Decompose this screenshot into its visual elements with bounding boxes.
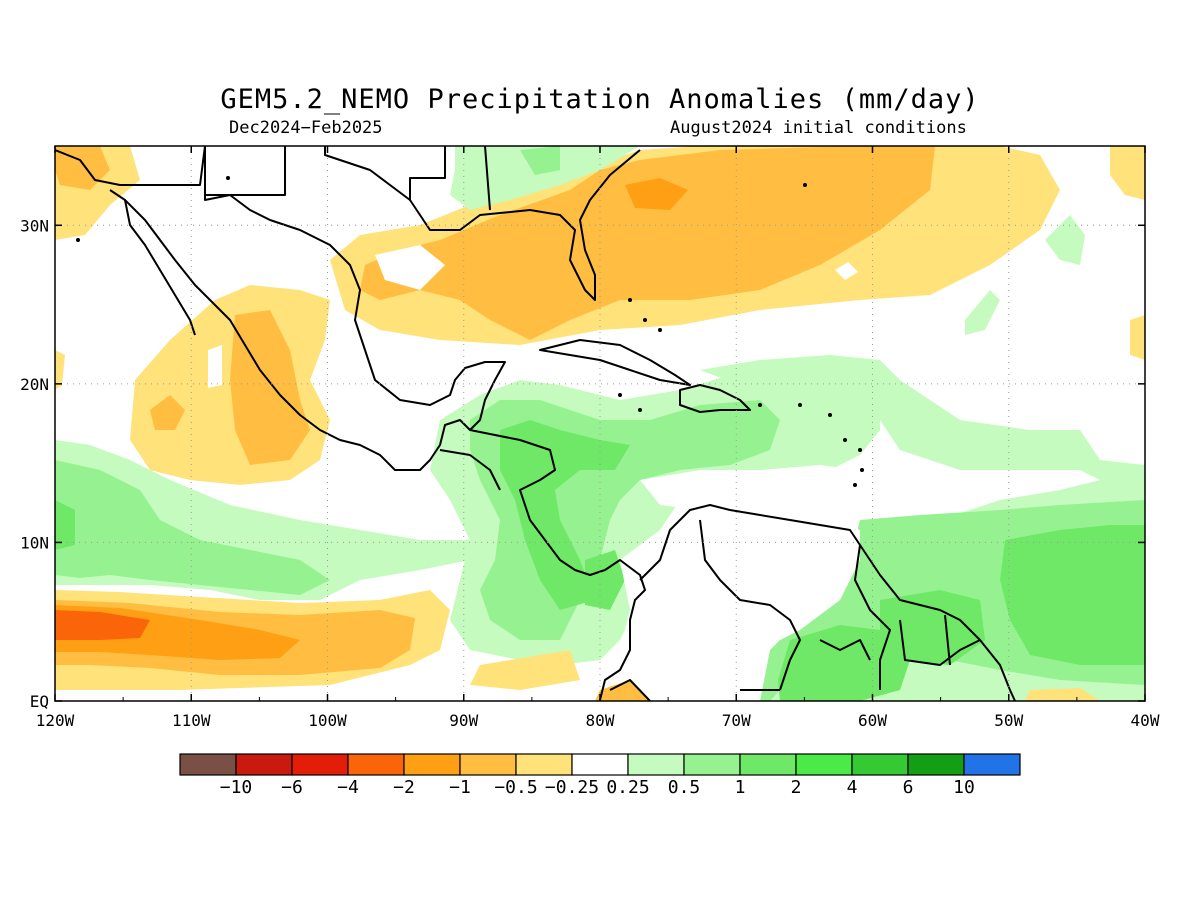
anomaly-region	[208, 345, 222, 388]
x-tick-label: 90W	[449, 711, 478, 730]
x-tick-label: 80W	[586, 711, 615, 730]
anomaly-region	[620, 520, 860, 701]
y-tick-label: EQ	[30, 692, 49, 711]
x-tick-label: 110W	[172, 711, 211, 730]
colorbar-label: −2	[393, 777, 415, 798]
anomaly-region	[880, 590, 985, 665]
anomaly-region	[1130, 315, 1145, 360]
anomaly-region	[778, 625, 910, 701]
colorbar-label: −0.5	[494, 777, 537, 798]
forecast-period: Dec2024−Feb2025	[229, 118, 383, 138]
x-tick-label: 40W	[1131, 711, 1160, 730]
colorbar-label: −6	[281, 777, 303, 798]
anomaly-region	[450, 146, 640, 210]
anomaly-region	[1045, 215, 1085, 265]
colorbar: −10 −6 −4 −2 −1 −0.5 −0.25 0.25 0.5 1 2 4 6 10	[179, 753, 1021, 798]
colorbar-swatch	[963, 753, 1021, 776]
x-tick-label: 50W	[994, 711, 1023, 730]
initial-conditions: August2024 initial conditions	[670, 118, 967, 138]
anomaly-region	[585, 550, 625, 610]
colorbar-swatch	[683, 753, 741, 776]
map-title: GEM5.2_NEMO Precipitation Anomalies (mm/…	[220, 84, 980, 115]
colorbar-swatch	[571, 753, 629, 776]
colorbar-swatch	[627, 753, 685, 776]
anomaly-region	[55, 500, 75, 550]
colorbar-label: 0.5	[668, 777, 701, 798]
anomaly-region	[640, 465, 880, 520]
colorbar-swatch	[403, 753, 461, 776]
y-tick-label: 20N	[20, 375, 49, 394]
colorbar-swatch	[291, 753, 349, 776]
x-tick-label: 120W	[36, 711, 75, 730]
anomaly-region	[360, 146, 935, 340]
anomaly-region	[55, 350, 65, 390]
colorbar-label: 4	[847, 777, 858, 798]
anomaly-region	[230, 310, 310, 465]
colorbar-swatch	[851, 753, 909, 776]
anomaly-region	[55, 610, 150, 640]
colorbar-label: 10	[953, 777, 975, 798]
anomaly-region	[470, 650, 580, 690]
colorbar-label: 1	[735, 777, 746, 798]
colorbar-label: 2	[791, 777, 802, 798]
colorbar-swatch	[235, 753, 293, 776]
axes: 120W 110W 100W 90W 80W 70W 60W 50W 40W 30N 20N 10N E…	[20, 146, 1160, 730]
colorbar-label: −4	[337, 777, 359, 798]
anomaly-region	[55, 146, 110, 190]
anomaly-region	[595, 680, 650, 701]
x-tick-label: 60W	[858, 711, 887, 730]
island-dots	[76, 176, 864, 487]
anomaly-region	[965, 290, 1000, 335]
colorbar-swatch	[179, 753, 237, 776]
graticule	[55, 146, 1145, 701]
colorbar-swatch	[347, 753, 405, 776]
anomaly-region	[1000, 525, 1145, 665]
y-tick-label: 30N	[20, 216, 49, 235]
colorbar-label: 6	[903, 777, 914, 798]
anomaly-region	[375, 245, 445, 290]
colorbar-label: 0.25	[606, 777, 649, 798]
x-tick-label: 100W	[308, 711, 347, 730]
coastlines	[55, 146, 1016, 701]
anomaly-region	[500, 420, 630, 610]
colorbar-label: −10	[220, 777, 253, 798]
y-tick-label: 10N	[20, 533, 49, 552]
colorbar-label: −0.25	[545, 777, 599, 798]
anomaly-region	[150, 395, 185, 430]
anomaly-region	[1110, 146, 1145, 200]
anomaly-region	[55, 460, 330, 595]
anomaly-region	[1025, 688, 1100, 701]
colorbar-swatch	[795, 753, 853, 776]
colorbar-swatch	[907, 753, 965, 776]
x-tick-label: 70W	[722, 711, 751, 730]
colorbar-swatch	[459, 753, 517, 776]
colorbar-swatch	[739, 753, 797, 776]
anomaly-region	[520, 146, 560, 175]
anomaly-region	[625, 178, 688, 210]
colorbar-swatch	[515, 753, 573, 776]
anomaly-field	[55, 146, 1145, 701]
colorbar-label: −1	[449, 777, 471, 798]
anomaly-region	[55, 660, 450, 701]
anomaly-region	[835, 262, 858, 280]
